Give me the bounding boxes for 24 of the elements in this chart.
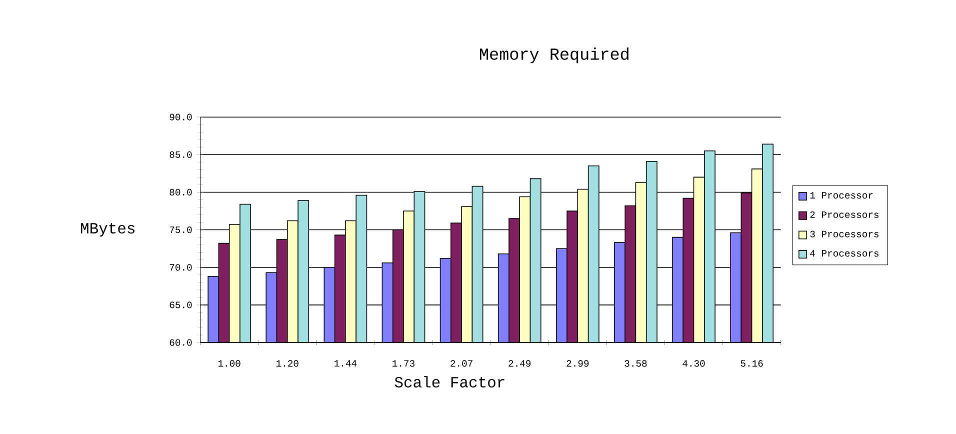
chart-title: Memory Required (480, 47, 628, 63)
y-tick-label: 80.0 (170, 188, 192, 196)
legend-label: 4 Processors (810, 250, 878, 256)
y-tick-label: 90.0 (170, 114, 192, 120)
x-tick-label: 2.99 (566, 360, 589, 366)
x-tick-label: 1.00 (218, 360, 240, 366)
y-tick-label: 75.0 (170, 226, 192, 233)
y-tick-label: 85.0 (170, 151, 192, 158)
y-tick-label: 60.0 (170, 339, 192, 346)
y-tick-label: 65.0 (170, 301, 192, 308)
legend-label: 2 Processors (810, 211, 878, 218)
x-tick-label: 1.20 (276, 360, 298, 366)
legend-label: 1 Processor (810, 192, 873, 198)
y-tick-label: 70.0 (170, 264, 192, 270)
y-axis-title: MBytes (80, 222, 134, 236)
x-tick-label: 5.16 (740, 360, 763, 366)
x-tick-label: 3.58 (624, 360, 647, 366)
x-axis-title: Scale Factor (394, 376, 504, 388)
x-tick-label: 2.07 (450, 360, 472, 366)
x-tick-label: 1.44 (334, 360, 357, 366)
x-tick-label: 2.49 (508, 360, 531, 366)
x-tick-label: 1.73 (392, 360, 414, 366)
legend-label: 3 Processors (810, 230, 878, 238)
x-tick-label: 4.30 (682, 360, 705, 366)
